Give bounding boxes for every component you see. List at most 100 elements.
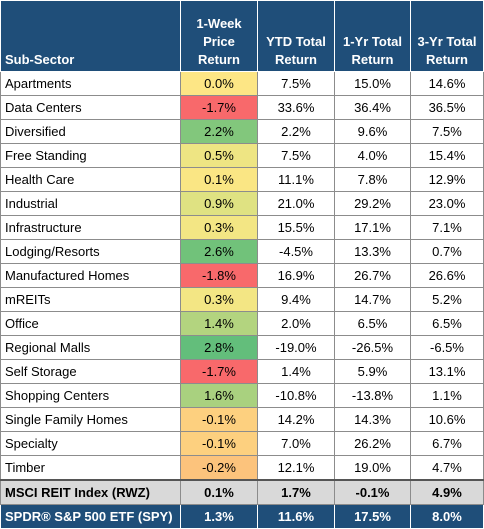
one-yr-return-cell: 6.5% [334, 311, 411, 336]
week-return-cell: 0.3% [180, 215, 258, 240]
header-yr1-line2: Return [351, 52, 394, 67]
header-subsector-label: Sub-Sector [5, 52, 75, 67]
header-yr3-line2: Return [426, 52, 468, 67]
spy-ytd-cell: 11.6% [257, 504, 335, 529]
subsector-name-cell: Shopping Centers [0, 383, 181, 408]
table-row: Diversified 2.2% 2.2% 9.6% 7.5% [0, 119, 484, 144]
one-yr-return-cell: -13.8% [334, 383, 411, 408]
ytd-return-cell: 21.0% [257, 191, 335, 216]
three-yr-return-cell: 6.5% [410, 311, 484, 336]
table-row: mREITs 0.3% 9.4% 14.7% 5.2% [0, 287, 484, 312]
subsector-name-cell: Office [0, 311, 181, 336]
header-ytd-line2: Return [275, 52, 317, 67]
header-week-line1: 1-Week [196, 16, 242, 31]
header-3-yr-total-return: 3-Yr Total Return [410, 0, 484, 72]
week-return-cell: 0.1% [180, 167, 258, 192]
header-week-line2: Price [203, 34, 235, 49]
header-ytd-total-return: YTD Total Return [257, 0, 335, 72]
one-yr-return-cell: 4.0% [334, 143, 411, 168]
header-week-line3: Return [198, 52, 240, 67]
header-yr3-line1: 3-Yr Total [417, 34, 477, 49]
week-return-cell: -1.7% [180, 95, 258, 120]
one-yr-return-cell: 26.2% [334, 431, 411, 456]
week-return-cell: -0.1% [180, 407, 258, 432]
table-row: Self Storage -1.7% 1.4% 5.9% 13.1% [0, 359, 484, 384]
index-name-cell: MSCI REIT Index (RWZ) [0, 479, 181, 505]
spy-3yr-cell: 8.0% [410, 504, 484, 529]
spy-row: SPDR® S&P 500 ETF (SPY) 1.3% 11.6% 17.5%… [0, 504, 484, 529]
table-row: Specialty -0.1% 7.0% 26.2% 6.7% [0, 431, 484, 456]
ytd-return-cell: 15.5% [257, 215, 335, 240]
subsector-name-cell: Lodging/Resorts [0, 239, 181, 264]
ytd-return-cell: 11.1% [257, 167, 335, 192]
header-yr1-line1: 1-Yr Total [343, 34, 402, 49]
one-yr-return-cell: 29.2% [334, 191, 411, 216]
week-return-cell: 0.9% [180, 191, 258, 216]
week-return-cell: 2.8% [180, 335, 258, 360]
ytd-return-cell: 9.4% [257, 287, 335, 312]
three-yr-return-cell: 23.0% [410, 191, 484, 216]
week-return-cell: 0.0% [180, 71, 258, 96]
three-yr-return-cell: 4.7% [410, 455, 484, 481]
one-yr-return-cell: 26.7% [334, 263, 411, 288]
ytd-return-cell: -4.5% [257, 239, 335, 264]
one-yr-return-cell: 5.9% [334, 359, 411, 384]
week-return-cell: -0.1% [180, 431, 258, 456]
subsector-name-cell: Apartments [0, 71, 181, 96]
index-week-cell: 0.1% [180, 479, 258, 505]
table-header: Sub-Sector 1-Week Price Return YTD Total… [0, 0, 484, 72]
three-yr-return-cell: 7.5% [410, 119, 484, 144]
subsector-name-cell: Industrial [0, 191, 181, 216]
table-row: Industrial 0.9% 21.0% 29.2% 23.0% [0, 191, 484, 216]
one-yr-return-cell: 36.4% [334, 95, 411, 120]
header-row: Sub-Sector 1-Week Price Return YTD Total… [0, 0, 484, 72]
week-return-cell: 1.4% [180, 311, 258, 336]
subsector-name-cell: Self Storage [0, 359, 181, 384]
one-yr-return-cell: 13.3% [334, 239, 411, 264]
three-yr-return-cell: 0.7% [410, 239, 484, 264]
spy-week-cell: 1.3% [180, 504, 258, 529]
header-ytd-line1: YTD Total [266, 34, 326, 49]
table-row: Free Standing 0.5% 7.5% 4.0% 15.4% [0, 143, 484, 168]
table-body: Apartments 0.0% 7.5% 15.0% 14.6% Data Centers… [0, 71, 484, 529]
table-row: Shopping Centers 1.6% -10.8% -13.8% 1.1% [0, 383, 484, 408]
three-yr-return-cell: -6.5% [410, 335, 484, 360]
week-return-cell: -1.8% [180, 263, 258, 288]
index-1yr-cell: -0.1% [334, 479, 411, 505]
three-yr-return-cell: 10.6% [410, 407, 484, 432]
week-return-cell: -1.7% [180, 359, 258, 384]
three-yr-return-cell: 14.6% [410, 71, 484, 96]
ytd-return-cell: 12.1% [257, 455, 335, 481]
three-yr-return-cell: 7.1% [410, 215, 484, 240]
ytd-return-cell: 7.0% [257, 431, 335, 456]
table-row: Office 1.4% 2.0% 6.5% 6.5% [0, 311, 484, 336]
one-yr-return-cell: 19.0% [334, 455, 411, 481]
week-return-cell: 2.6% [180, 239, 258, 264]
spy-name-cell: SPDR® S&P 500 ETF (SPY) [0, 504, 181, 529]
ytd-return-cell: 2.2% [257, 119, 335, 144]
three-yr-return-cell: 12.9% [410, 167, 484, 192]
week-return-cell: 1.6% [180, 383, 258, 408]
header-1-yr-total-return: 1-Yr Total Return [334, 0, 411, 72]
table-row: Apartments 0.0% 7.5% 15.0% 14.6% [0, 71, 484, 96]
three-yr-return-cell: 15.4% [410, 143, 484, 168]
subsector-name-cell: Regional Malls [0, 335, 181, 360]
subsector-name-cell: Data Centers [0, 95, 181, 120]
ytd-return-cell: 7.5% [257, 71, 335, 96]
ytd-return-cell: -19.0% [257, 335, 335, 360]
one-yr-return-cell: 15.0% [334, 71, 411, 96]
header-subsector: Sub-Sector [0, 0, 181, 72]
ytd-return-cell: 7.5% [257, 143, 335, 168]
spy-1yr-cell: 17.5% [334, 504, 411, 529]
ytd-return-cell: 2.0% [257, 311, 335, 336]
subsector-name-cell: mREITs [0, 287, 181, 312]
index-ytd-cell: 1.7% [257, 479, 335, 505]
one-yr-return-cell: 14.3% [334, 407, 411, 432]
one-yr-return-cell: 7.8% [334, 167, 411, 192]
one-yr-return-cell: -26.5% [334, 335, 411, 360]
subsector-name-cell: Health Care [0, 167, 181, 192]
ytd-return-cell: 14.2% [257, 407, 335, 432]
subsector-name-cell: Specialty [0, 431, 181, 456]
subsector-name-cell: Timber [0, 455, 181, 481]
